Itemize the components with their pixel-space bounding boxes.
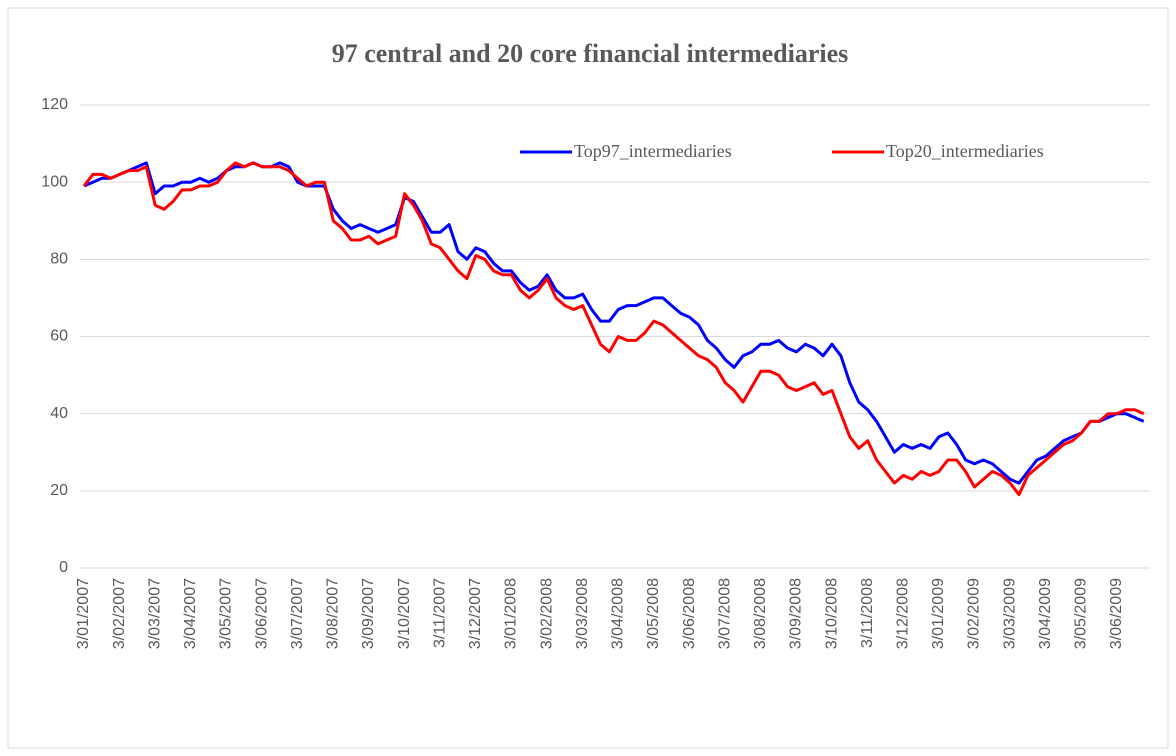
x-tick-label: 3/05/2009 xyxy=(1073,578,1090,649)
x-tick-label: 3/02/2009 xyxy=(966,578,983,649)
legend-label: Top20_intermediaries xyxy=(886,141,1044,161)
x-tick-label: 3/06/2008 xyxy=(681,578,698,649)
x-tick-label: 3/03/2009 xyxy=(1001,578,1018,649)
x-tick-label: 3/06/2007 xyxy=(253,578,270,649)
y-tick-label: 60 xyxy=(50,328,68,345)
y-tick-label: 0 xyxy=(59,559,68,576)
x-tick-label: 3/03/2008 xyxy=(574,578,591,649)
x-tick-label: 3/09/2007 xyxy=(360,578,377,649)
y-tick-label: 100 xyxy=(41,173,68,190)
x-tick-label: 3/06/2009 xyxy=(1108,578,1125,649)
chart-border xyxy=(7,7,1169,749)
x-tick-label: 3/07/2007 xyxy=(289,578,306,649)
chart-title: 97 central and 20 core financial interme… xyxy=(332,39,849,68)
x-tick-label: 3/05/2007 xyxy=(218,578,235,649)
y-tick-label: 40 xyxy=(50,405,68,422)
x-tick-label: 3/01/2008 xyxy=(503,578,520,649)
x-tick-label: 3/04/2007 xyxy=(182,578,199,649)
y-tick-label: 120 xyxy=(41,96,68,113)
x-tick-label: 3/07/2008 xyxy=(716,578,733,649)
y-tick-label: 20 xyxy=(50,482,68,499)
x-tick-label: 3/08/2008 xyxy=(752,578,769,649)
x-tick-label: 3/02/2008 xyxy=(538,578,555,649)
x-tick-label: 3/04/2009 xyxy=(1037,578,1054,649)
y-tick-label: 80 xyxy=(50,251,68,268)
x-tick-label: 3/03/2007 xyxy=(146,578,163,649)
x-tick-label: 3/01/2007 xyxy=(75,578,92,649)
line-series xyxy=(82,161,1145,497)
x-tick-label: 3/09/2008 xyxy=(788,578,805,649)
x-tick-label: 3/01/2009 xyxy=(930,578,947,649)
x-tick-label: 3/08/2007 xyxy=(325,578,342,649)
x-tick-label: 3/11/2007 xyxy=(431,578,448,648)
legend-label: Top97_intermediaries xyxy=(574,141,732,161)
x-tick-label: 3/02/2007 xyxy=(111,578,128,649)
x-tick-label: 3/04/2008 xyxy=(610,578,627,649)
x-tick-label: 3/12/2008 xyxy=(894,578,911,649)
x-tick-label: 3/11/2008 xyxy=(859,578,876,648)
x-tick-label: 3/05/2008 xyxy=(645,578,662,649)
x-tick-label: 3/10/2007 xyxy=(396,578,413,649)
x-tick-label: 3/10/2008 xyxy=(823,578,840,649)
x-tick-label: 3/12/2007 xyxy=(467,578,484,649)
